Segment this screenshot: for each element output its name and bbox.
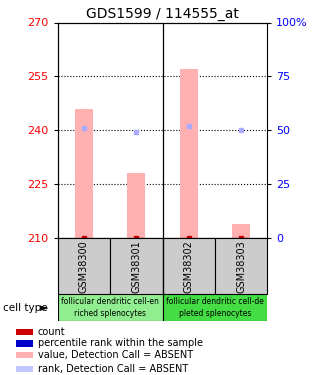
Text: GSM38301: GSM38301: [131, 240, 141, 292]
Bar: [215, 238, 267, 294]
Bar: [162, 238, 215, 294]
Text: rank, Detection Call = ABSENT: rank, Detection Call = ABSENT: [38, 364, 188, 374]
Bar: [58, 294, 162, 321]
Text: GSM38300: GSM38300: [79, 240, 89, 292]
Text: count: count: [38, 327, 65, 337]
Text: GSM38303: GSM38303: [236, 240, 246, 292]
Bar: [110, 238, 162, 294]
Bar: [16, 352, 33, 358]
Text: cell type: cell type: [3, 303, 48, 313]
Bar: [16, 340, 33, 346]
Bar: [127, 173, 146, 238]
Text: ►: ►: [40, 303, 49, 313]
Text: value, Detection Call = ABSENT: value, Detection Call = ABSENT: [38, 350, 193, 360]
Bar: [16, 366, 33, 372]
Title: GDS1599 / 114555_at: GDS1599 / 114555_at: [86, 8, 239, 21]
Bar: [16, 329, 33, 335]
Text: GSM38302: GSM38302: [184, 240, 194, 292]
Bar: [75, 109, 93, 238]
Bar: [162, 294, 267, 321]
Text: follicular dendritic cell-de
pleted splenocytes: follicular dendritic cell-de pleted sple…: [166, 297, 264, 318]
Bar: [232, 224, 250, 238]
Bar: [180, 69, 198, 238]
Text: percentile rank within the sample: percentile rank within the sample: [38, 339, 203, 348]
Text: follicular dendritic cell-en
riched splenocytes: follicular dendritic cell-en riched sple…: [61, 297, 159, 318]
Bar: [58, 238, 110, 294]
